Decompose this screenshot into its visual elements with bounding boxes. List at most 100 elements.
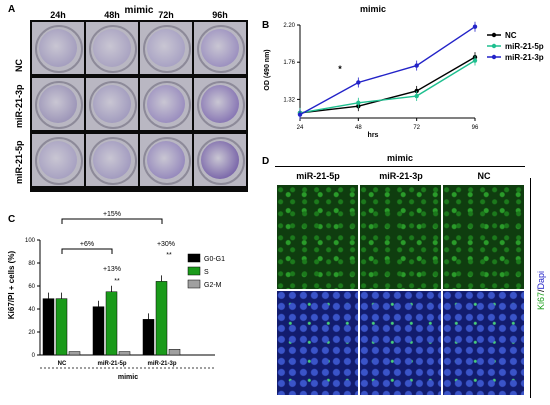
dish-ring [143,81,191,129]
legend-label-NC: NC [505,31,517,40]
dish-ring [197,81,245,129]
line-ytick-label: 1.32 [283,97,295,103]
bar-G0-G1-miR-21-5p [92,306,105,356]
legend-marker-miR-21-3p [491,54,497,60]
micro-image-green-miR-21-5p [277,185,358,289]
bar-chart: Ki67/PI + cells (%) 0 20 40 60 80 100 NC miR-2… [7,211,225,381]
bar-G2-M-NC [68,351,81,356]
bar-ytick-label: 100 [25,238,36,244]
dish-fill [39,141,77,179]
line-chart: mimic OD (490 nm) hrs 1.32 1.76 2.20 24 48 72… [264,4,544,139]
annotation-star-2: ** [166,252,172,259]
line-point-miR-21-5p [356,100,361,105]
dish-ring [143,25,191,73]
ki67-label: Ki67 [536,291,546,310]
micro-image-green-miR-21-3p [360,185,441,289]
bar-G0-G1-NC [42,298,55,356]
dish-miR-21-5p-24h [32,134,84,186]
line-chart-xlabel: hrs [368,132,379,139]
panel-a-label: A [8,4,16,15]
dish-ring [89,25,137,73]
bar-G2-M-miR-21-3p [168,349,181,356]
bar-legend-swatch-S [187,266,201,276]
bar-legend-label-G2-M: G2-M [204,282,222,289]
column-label-72h: 72h [158,10,174,20]
bar-G2-M-miR-21-5p [118,351,131,356]
bar-legend-label-G0-G1: G0-G1 [204,256,225,263]
annotation-13: +13% [103,266,121,273]
panel-d-label: D [262,156,270,167]
line-series-NC [299,56,476,114]
bracket-6-label: +6% [80,241,94,248]
micro-column-NC: NC [477,171,491,181]
bar-category-label: NC [58,361,67,367]
dish-ring [143,137,191,185]
slash-label: / [536,289,546,292]
bar-ytick-label: 20 [28,330,35,336]
dish-NC-24h [32,22,84,74]
panel-b-label: B [262,20,270,31]
bar-legend-swatch-G2-M [187,279,201,289]
dish-miR-21-3p-24h [32,78,84,130]
row-label-NC: NC [14,59,24,72]
bar-chart-bars: NC miR-21-5p miR-21-3p [42,275,181,367]
bar-S-miR-21-5p [105,291,118,356]
dish-fill [201,85,239,123]
dish-fill [39,85,77,123]
micro-column-miR-21-3p: miR-21-3p [379,171,423,181]
line-chart-ylabel: OD (490 nm) [264,49,271,90]
dish-fill [147,29,185,67]
bracket-15 [61,218,163,224]
dish-fill [201,141,239,179]
bar-ytick-label: 60 [28,284,35,290]
line-point-miR-21-5p [472,58,478,63]
dish-fill [93,141,131,179]
dish-ring [89,137,137,185]
line-xtick-label: 96 [472,125,479,131]
line-chart-title: mimic [360,4,386,14]
dish-miR-21-5p-72h [140,134,192,186]
dish-fill [147,85,185,123]
legend-marker-miR-21-5p [491,43,497,49]
panel-d-side-label: Ki67/Dapi [536,271,546,310]
line-point-miR-21-3p [356,80,361,85]
dish-miR-21-3p-48h [86,78,138,130]
dish-miR-21-5p-48h [86,134,138,186]
dish-fill [39,29,77,67]
micro-column-miR-21-5p: miR-21-5p [296,171,340,181]
bar-ytick-label: 0 [32,353,36,359]
dish-ring [197,137,245,185]
bracket-15-label: +15% [103,211,121,218]
bar-category-label: miR-21-5p [97,361,126,367]
bar-legend-swatch-G0-G1 [187,253,201,263]
line-point-miR-21-5p [414,93,419,99]
bar-S-NC [55,298,68,356]
bar-chart-xlabel: mimic [118,374,138,381]
dish-ring [35,137,83,185]
dish-ring [89,81,137,129]
panel-a-title: mimic [124,5,154,16]
dish-ring [35,81,83,129]
line-point-NC [414,88,419,94]
micro-image-blue-NC [443,291,524,395]
dish-fill [201,29,239,67]
dish-NC-72h [140,22,192,74]
annotation-30: +30% [157,241,175,248]
line-xtick-label: 72 [413,125,420,131]
line-xtick-label: 24 [297,125,304,131]
dish-NC-48h [86,22,138,74]
bar-chart-ylabel: Ki67/PI + cells (%) [7,251,16,320]
line-point-miR-21-3p [414,63,419,68]
annotation-star-1: ** [114,278,120,285]
dish-NC-96h [194,22,246,74]
dish-miR-21-5p-96h [194,134,246,186]
dish-fill [93,29,131,67]
dish-miR-21-3p-72h [140,78,192,130]
line-chart-series [297,21,478,120]
dish-fill [147,141,185,179]
line-chart-star: * [338,64,342,74]
bar-ytick-label: 80 [28,261,35,267]
legend-label-miR-21-5p: miR-21-5p [505,42,544,51]
micro-image-blue-miR-21-3p [360,291,441,395]
panel-d-title: mimic [386,153,413,163]
